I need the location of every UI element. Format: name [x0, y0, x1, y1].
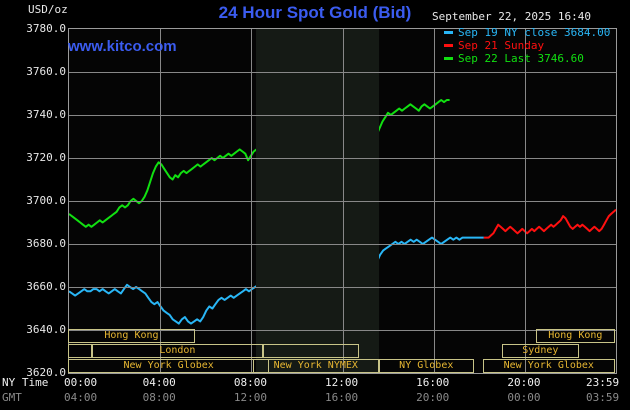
x-axis-gmt-tick-label: 03:59	[586, 391, 620, 404]
session-row: New York Globex New York NYMEX NY Globex Ne…	[68, 359, 617, 373]
session-bar-new-york-globex: New York Globex	[482, 359, 615, 373]
y-axis-tick-label: 3760.0	[26, 65, 66, 78]
price-line	[483, 208, 616, 239]
legend-label: Sep 21 Sunday	[458, 39, 545, 52]
y-axis-tick-label: 3780.0	[26, 22, 66, 35]
x-axis-gmt-tick-label: 12:00	[233, 391, 267, 404]
gridline-vertical	[434, 29, 435, 373]
kitco-watermark: www.kitco.com	[68, 38, 177, 55]
legend-item: Sep 19 NY close 3684.00	[444, 26, 610, 39]
y-axis-tick-label: 3640.0	[26, 323, 66, 336]
x-axis-ny-tick-label: 16:00	[416, 376, 450, 389]
gridline-vertical	[160, 29, 161, 373]
session-bar-hong-kong: Hong Kong	[68, 329, 195, 343]
x-axis-gmt-tick-label: 20:00	[416, 391, 450, 404]
y-axis-tick-label: 3720.0	[26, 151, 66, 164]
x-axis-gmt-tick-label: 08:00	[142, 391, 176, 404]
y-axis-tick-label: 3740.0	[26, 108, 66, 121]
legend-color-swatch	[444, 44, 453, 47]
x-axis-ny-tick-label: 12:00	[325, 376, 359, 389]
gridline-vertical	[343, 29, 344, 373]
legend-item: Sep 22 Last 3746.60	[444, 52, 610, 65]
gridline-horizontal	[69, 72, 616, 73]
x-axis-ny-tick-label: 20:00	[507, 376, 541, 389]
page-title: 24 Hour Spot Gold (Bid)	[218, 3, 412, 22]
gridline-horizontal	[69, 201, 616, 202]
y-axis-tick-label: 3680.0	[26, 237, 66, 250]
gridline-horizontal	[69, 158, 616, 159]
session-bar-hong-kong: Hong Kong	[535, 329, 615, 343]
legend-item: Sep 21 Sunday	[444, 39, 610, 52]
y-axis-unit-label: USD/oz	[28, 3, 68, 16]
y-axis-tick-label: 3620.0	[26, 366, 66, 379]
x-axis-gmt-tick-label: 16:00	[325, 391, 359, 404]
x-axis-ny-tick-label: 04:00	[142, 376, 176, 389]
session-bar	[263, 344, 359, 358]
trading-session-bars: Hong Kong Hong Kong London Sydney New York G…	[68, 329, 617, 373]
session-bar-ny-globex: NY Globex	[378, 359, 474, 373]
gridline-horizontal	[69, 287, 616, 288]
x-axis: NY Time GMT 00:00 04:00 08:00 12:00 16:00 20:…	[0, 376, 630, 408]
session-bar-sydney: Sydney	[501, 344, 579, 358]
session-bar-london: London	[91, 344, 264, 358]
session-row: Hong Kong Hong Kong	[68, 329, 617, 343]
legend: Sep 19 NY close 3684.00 Sep 21 Sunday Sep …	[444, 26, 610, 65]
gridline-horizontal	[69, 115, 616, 116]
legend-label: Sep 22 Last 3746.60	[458, 52, 584, 65]
y-axis: 3780.0 3760.0 3740.0 3720.0 3700.0 3680.0 3660…	[0, 0, 66, 410]
legend-color-swatch	[444, 57, 453, 60]
session-bar-new-york-globex: New York Globex	[68, 359, 270, 373]
gridline-vertical	[525, 29, 526, 373]
x-axis-gmt-tick-label: 00:00	[507, 391, 541, 404]
y-axis-tick-label: 3700.0	[26, 194, 66, 207]
quote-timestamp: September 22, 2025 16:40	[432, 10, 591, 23]
session-bar	[68, 344, 92, 358]
legend-label: Sep 19 NY close 3684.00	[458, 26, 611, 39]
gridline-horizontal	[69, 244, 616, 245]
x-axis-ny-tick-label: 08:00	[233, 376, 267, 389]
y-axis-tick-label: 3660.0	[26, 280, 66, 293]
gridline-vertical	[251, 29, 252, 373]
session-row: London Sydney	[68, 344, 617, 358]
session-bar-new-york-nymex: New York NYMEX	[252, 359, 379, 373]
legend-color-swatch	[444, 31, 453, 34]
x-axis-ny-tick-label: 00:00	[64, 376, 98, 389]
gridline-horizontal	[69, 330, 616, 331]
plot-area	[68, 28, 617, 374]
gmt-row-label: GMT	[2, 391, 22, 404]
ny-time-row-label: NY Time	[2, 376, 49, 389]
x-axis-ny-tick-label: 23:59	[586, 376, 620, 389]
x-axis-gmt-tick-label: 04:00	[64, 391, 98, 404]
